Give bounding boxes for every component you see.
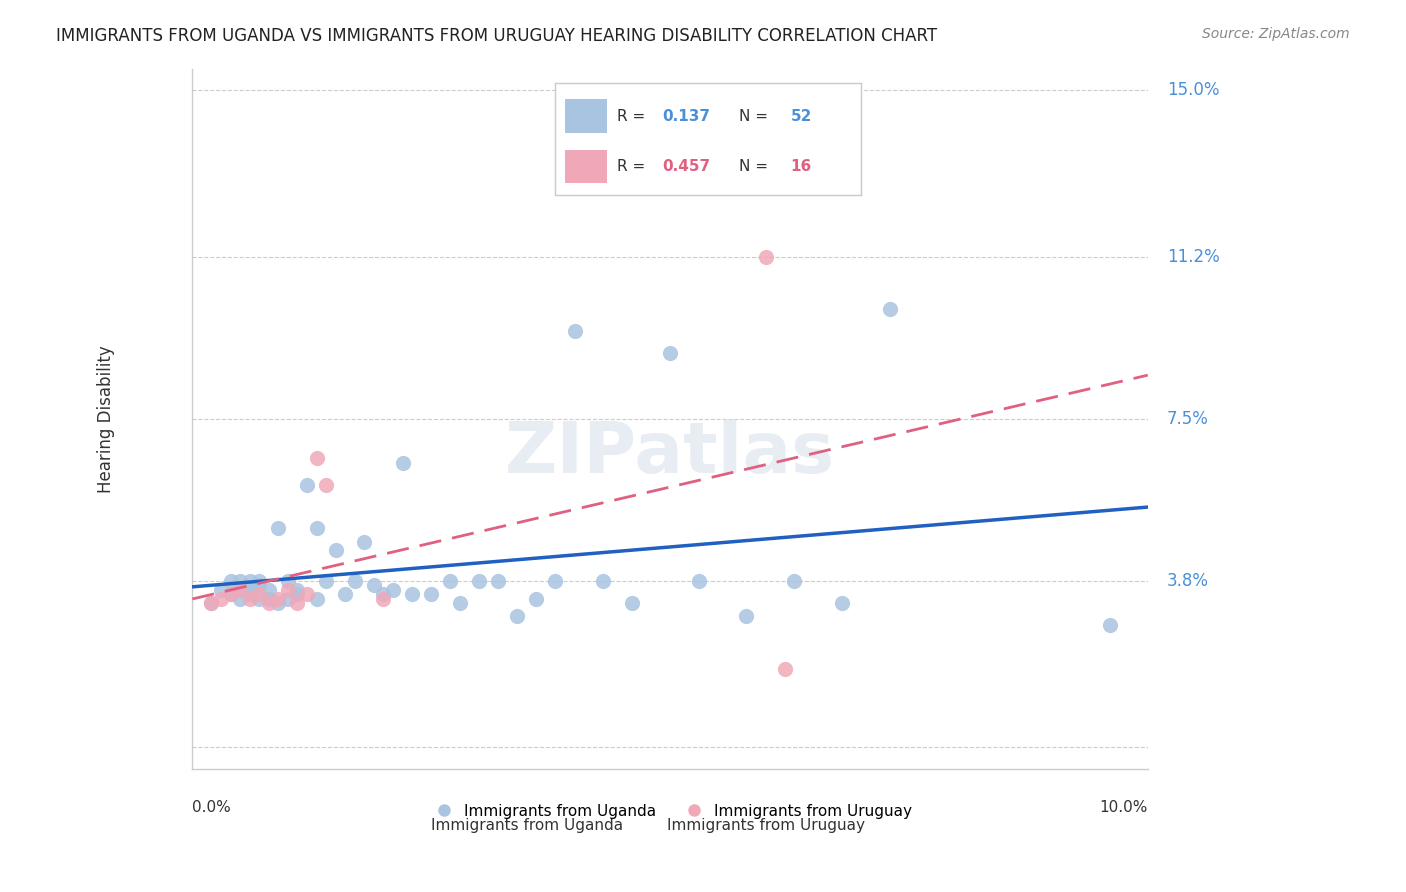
Point — [247, 591, 270, 606]
Point — [257, 591, 280, 606]
Point — [239, 582, 262, 597]
Point — [295, 587, 318, 601]
Text: Immigrants from Uruguay: Immigrants from Uruguay — [666, 818, 865, 833]
Point — [335, 587, 357, 601]
Point — [219, 587, 242, 601]
Point — [755, 250, 778, 264]
Point — [295, 477, 318, 491]
Point — [239, 574, 262, 588]
Point — [200, 596, 222, 610]
Point — [200, 596, 222, 610]
Point — [257, 596, 280, 610]
Text: Hearing Disability: Hearing Disability — [97, 345, 115, 492]
Point — [219, 574, 242, 588]
Text: IMMIGRANTS FROM UGANDA VS IMMIGRANTS FROM URUGUAY HEARING DISABILITY CORRELATION: IMMIGRANTS FROM UGANDA VS IMMIGRANTS FRO… — [56, 27, 938, 45]
Text: Immigrants from Uganda: Immigrants from Uganda — [430, 818, 623, 833]
Point — [305, 591, 328, 606]
Point — [315, 574, 337, 588]
Text: 3.8%: 3.8% — [1167, 572, 1209, 590]
Point — [524, 591, 547, 606]
Text: Source: ZipAtlas.com: Source: ZipAtlas.com — [1202, 27, 1350, 41]
Point — [219, 587, 242, 601]
Point — [659, 346, 682, 360]
Point — [277, 582, 299, 597]
Point — [287, 596, 309, 610]
Point — [267, 521, 290, 535]
Point — [343, 574, 366, 588]
Point — [373, 587, 395, 601]
Text: 7.5%: 7.5% — [1167, 410, 1209, 428]
Point — [620, 596, 643, 610]
Point — [773, 662, 796, 676]
Point — [247, 587, 270, 601]
Text: 15.0%: 15.0% — [1167, 81, 1219, 99]
Point — [544, 574, 567, 588]
Point — [879, 302, 901, 317]
Point — [257, 582, 280, 597]
Text: 0.0%: 0.0% — [193, 800, 231, 815]
Point — [831, 596, 853, 610]
Text: 11.2%: 11.2% — [1167, 248, 1219, 266]
Point — [247, 578, 270, 592]
Point — [783, 574, 806, 588]
Point — [363, 578, 385, 592]
Point — [592, 574, 614, 588]
Point — [735, 609, 758, 624]
Point — [325, 543, 347, 558]
Text: 10.0%: 10.0% — [1099, 800, 1147, 815]
Point — [277, 591, 299, 606]
Point — [287, 587, 309, 601]
Point — [439, 574, 461, 588]
Point — [373, 591, 395, 606]
Point — [506, 609, 529, 624]
Point — [420, 587, 443, 601]
Point — [564, 324, 586, 338]
Point — [239, 587, 262, 601]
Point — [229, 574, 252, 588]
Point — [391, 456, 413, 470]
Point — [229, 582, 252, 597]
Point — [353, 534, 375, 549]
Point — [287, 582, 309, 597]
Point — [449, 596, 471, 610]
Legend: Immigrants from Uganda, Immigrants from Uruguay: Immigrants from Uganda, Immigrants from … — [422, 797, 918, 825]
Point — [1098, 617, 1121, 632]
Point — [209, 591, 232, 606]
Point — [305, 521, 328, 535]
Point — [277, 574, 299, 588]
Text: ZIPatlas: ZIPatlas — [505, 419, 835, 489]
Point — [247, 574, 270, 588]
Point — [305, 451, 328, 466]
Point — [315, 477, 337, 491]
Point — [209, 582, 232, 597]
Point — [267, 596, 290, 610]
Point — [401, 587, 423, 601]
Point — [468, 574, 491, 588]
Point — [229, 591, 252, 606]
Point — [688, 574, 710, 588]
Point — [239, 591, 262, 606]
Point — [382, 582, 405, 597]
Point — [486, 574, 509, 588]
Point — [267, 591, 290, 606]
Point — [229, 582, 252, 597]
